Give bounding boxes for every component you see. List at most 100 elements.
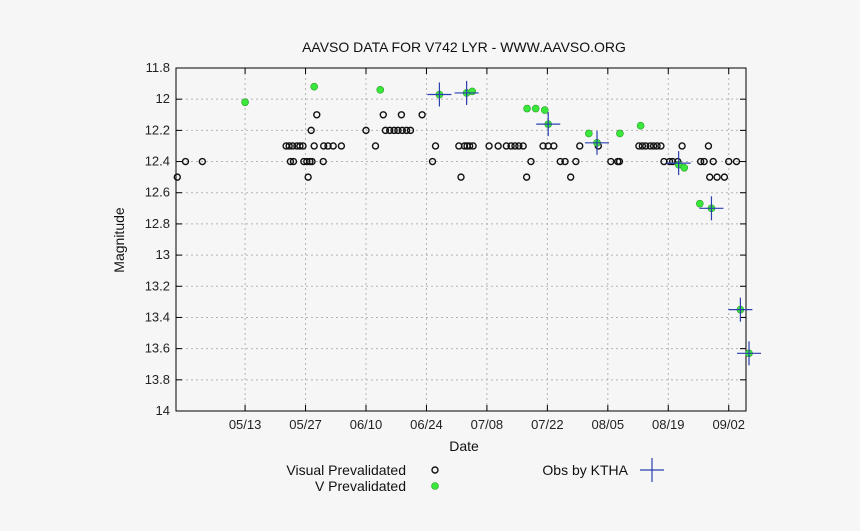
y-tick-label: 12.6	[145, 185, 170, 200]
data-point	[678, 142, 686, 150]
data-point	[394, 126, 402, 135]
y-tick-label: 13.6	[145, 341, 170, 356]
data-point	[457, 173, 465, 181]
data-point	[198, 157, 207, 166]
data-point	[406, 126, 415, 135]
data-point	[379, 111, 387, 119]
y-tick-label: 13.8	[145, 372, 170, 387]
data-point	[502, 142, 511, 150]
data-point	[566, 173, 575, 181]
data-point	[418, 111, 426, 119]
data-point	[310, 142, 318, 150]
series-2	[427, 80, 762, 366]
data-point	[173, 173, 181, 181]
legend-marker-v-prevalidated	[431, 482, 439, 490]
series-0	[173, 111, 741, 181]
data-point	[519, 142, 527, 150]
y-tick-label: 11.8	[146, 60, 170, 75]
data-point	[515, 142, 523, 150]
data-point	[561, 157, 569, 166]
data-point	[695, 199, 704, 208]
data-point	[540, 106, 549, 114]
data-point	[398, 126, 406, 135]
data-point	[329, 142, 337, 150]
data-point	[616, 129, 624, 138]
y-tick-label: 13.2	[145, 278, 170, 293]
legend-label-obs-by-ktha: Obs by KTHA	[542, 462, 628, 478]
grid-lines	[176, 68, 746, 411]
data-point	[636, 121, 645, 130]
data-point	[324, 142, 332, 150]
data-point	[732, 157, 741, 166]
data-point	[665, 157, 674, 166]
chart-title: AAVSO DATA FOR V742 LYR - WWW.AAVSO.ORG	[302, 39, 626, 55]
x-axis-label: Date	[449, 438, 479, 454]
data-point	[649, 142, 658, 150]
data-point	[706, 173, 714, 181]
data-point	[465, 142, 474, 150]
x-tick-label: 05/13	[229, 417, 262, 432]
data-point	[381, 126, 390, 135]
data-point	[523, 104, 531, 113]
data-point	[308, 157, 316, 166]
y-tick-label: 12.4	[145, 154, 170, 169]
data-point	[725, 157, 733, 166]
data-point	[303, 157, 311, 166]
data-point	[720, 173, 729, 181]
data-point	[289, 157, 298, 166]
data-point	[427, 82, 452, 107]
data-point	[285, 142, 293, 150]
data-series	[173, 80, 762, 366]
data-point	[576, 142, 584, 150]
data-point	[362, 126, 370, 135]
data-point	[386, 126, 394, 135]
data-point	[319, 142, 328, 150]
data-point	[728, 297, 753, 322]
x-tick-label: 08/05	[592, 417, 625, 432]
data-point	[737, 341, 762, 366]
data-point	[668, 157, 677, 166]
x-tick-label: 07/08	[471, 417, 504, 432]
legend-label-visual-prevalidated: Visual Prevalidated	[286, 462, 406, 478]
data-point	[531, 104, 540, 113]
data-point	[550, 142, 558, 150]
x-tick-label: 05/27	[289, 417, 322, 432]
data-point	[460, 142, 469, 150]
data-point	[376, 86, 385, 94]
data-point	[522, 173, 531, 181]
data-point	[307, 126, 315, 135]
data-point	[181, 157, 190, 166]
legend-marker-visual-prevalidated	[431, 466, 439, 474]
y-tick-label: 14	[156, 403, 170, 418]
y-tick-label: 13.4	[145, 309, 170, 324]
data-point	[299, 142, 307, 150]
data-point	[319, 157, 327, 166]
x-tick-label: 06/10	[350, 417, 383, 432]
data-point	[371, 142, 380, 150]
data-point	[699, 196, 724, 221]
data-point	[469, 142, 477, 150]
data-point	[696, 157, 705, 166]
data-point	[428, 157, 437, 166]
data-point	[536, 112, 561, 137]
data-point	[653, 142, 661, 150]
data-point	[704, 142, 713, 150]
y-axis-label: Magnitude	[111, 207, 127, 273]
y-tick-label: 12	[156, 91, 170, 106]
data-point	[585, 129, 593, 138]
data-point	[402, 126, 411, 135]
legend-markers	[431, 458, 664, 490]
data-point	[539, 142, 547, 150]
legend: Visual Prevalidated V Prevalidated Obs b…	[286, 458, 664, 494]
data-point	[337, 142, 346, 150]
data-point	[296, 142, 304, 150]
plot-frame	[175, 67, 747, 412]
data-point	[468, 87, 477, 96]
data-point	[713, 173, 721, 181]
data-point	[454, 80, 479, 105]
data-point	[556, 157, 565, 166]
data-point	[313, 111, 321, 119]
data-point	[527, 157, 535, 166]
